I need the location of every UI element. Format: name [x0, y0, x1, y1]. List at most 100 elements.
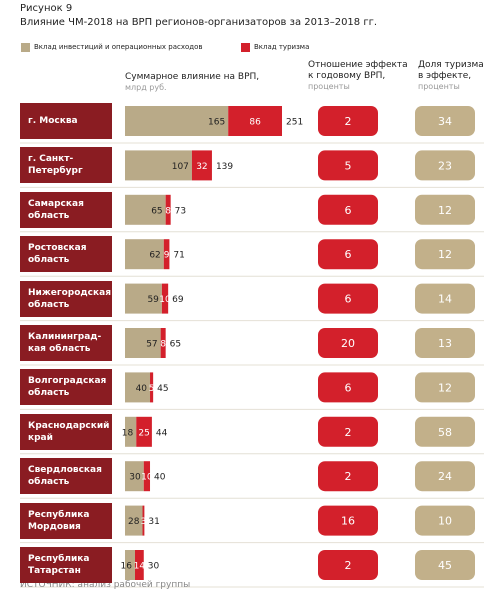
bar-value-label: 3 — [141, 517, 147, 527]
legend-swatch — [21, 43, 30, 52]
bar-value-label: 32 — [196, 162, 207, 172]
badge — [415, 328, 475, 358]
total-label: 31 — [148, 517, 159, 527]
badge-value: 5 — [345, 159, 352, 172]
category-label: г. Санкт- Петербург — [20, 147, 112, 184]
badge-value: 14 — [438, 293, 452, 306]
bar-segment — [125, 505, 143, 536]
badge-value: 16 — [341, 515, 355, 528]
bar-segment — [160, 328, 166, 358]
bar-value-label: 62 — [149, 251, 160, 261]
bar-value-label: 16 — [121, 562, 133, 572]
bar-segment — [125, 106, 229, 136]
bar-segment — [125, 328, 161, 358]
bar-segment — [135, 550, 144, 580]
bar-value-label: 40 — [136, 384, 148, 394]
total-label: 30 — [148, 562, 160, 572]
bar-value-label: 5 — [149, 384, 155, 394]
bar-segment — [163, 239, 170, 270]
badge-value: 2 — [345, 470, 352, 483]
total-label: 251 — [286, 118, 303, 128]
category-label: Свердловская область — [20, 458, 112, 495]
bar-value-label: 86 — [249, 118, 261, 128]
badge-value: 23 — [438, 159, 452, 172]
bar-segment — [191, 150, 212, 181]
badge-value: 2 — [345, 426, 352, 439]
badge-value: 6 — [345, 248, 352, 261]
badge — [318, 372, 378, 403]
badge-value: 12 — [438, 381, 452, 394]
badge-value: 2 — [345, 115, 352, 128]
bar-value-label: 9 — [164, 251, 170, 261]
bar-value-label: 10 — [141, 473, 153, 483]
total-label: 45 — [157, 384, 168, 394]
bar-value-label: 8 — [160, 340, 166, 350]
badge — [318, 239, 378, 270]
bar-segment — [125, 372, 151, 403]
bar-segment — [143, 461, 151, 492]
badge-value: 6 — [345, 204, 352, 217]
badge — [415, 150, 475, 181]
bar-value-label: 65 — [151, 206, 162, 216]
bar-value-label: 8 — [165, 206, 171, 216]
category-label: Республика Татарстан — [20, 547, 112, 583]
bar-value-label: 14 — [134, 562, 146, 572]
bar-segment — [125, 283, 162, 314]
badge — [318, 283, 378, 314]
bar-segment — [150, 372, 154, 403]
bar-segment — [125, 194, 166, 225]
column-title: Отношение эффекта к годовому ВРП, — [308, 60, 408, 81]
legend-swatch — [241, 43, 250, 52]
badge — [318, 328, 378, 358]
badge-value: 34 — [438, 115, 452, 128]
total-label: 139 — [216, 162, 233, 172]
bar-value-label: 57 — [146, 340, 157, 350]
total-label: 71 — [173, 251, 184, 261]
total-label: 69 — [172, 295, 184, 305]
total-label: 40 — [154, 473, 166, 483]
badge-value: 20 — [341, 337, 355, 350]
badge — [415, 505, 475, 536]
badge — [318, 461, 378, 492]
column-unit: проценты — [418, 82, 460, 91]
bar-value-label: 10 — [159, 295, 171, 305]
badge — [318, 550, 378, 580]
bar-segment — [228, 106, 282, 136]
bar-value-label: 30 — [129, 473, 141, 483]
bar-segment — [125, 239, 164, 270]
badge-value: 2 — [345, 559, 352, 572]
badge — [318, 416, 378, 447]
badge-value: 12 — [438, 204, 452, 217]
badge-value: 10 — [438, 515, 452, 528]
axis-label: Суммарное влияние на ВРП, — [125, 72, 260, 82]
column-title: Доля туризма в эффекте, — [418, 60, 484, 81]
total-label: 44 — [156, 428, 168, 438]
category-label: Нижегородская область — [20, 280, 112, 317]
figure-label: Рисунок 9 — [20, 3, 73, 14]
bar-segment — [165, 194, 171, 225]
bar-segment — [125, 150, 192, 181]
badge-value: 6 — [345, 381, 352, 394]
badge-value: 24 — [438, 470, 452, 483]
category-label: Республика Мордовия — [20, 502, 112, 539]
bar-segment — [125, 416, 137, 447]
legend-label: Вклад туризма — [254, 43, 310, 51]
badge — [318, 150, 378, 181]
badge — [318, 194, 378, 225]
badge-value: 13 — [438, 337, 452, 350]
bar-value-label: 165 — [208, 118, 225, 128]
badge — [318, 106, 378, 136]
axis-unit: млрд руб. — [125, 83, 167, 92]
bar-segment — [161, 283, 169, 314]
badge-value: 12 — [438, 248, 452, 261]
bar-value-label: 28 — [128, 517, 140, 527]
badge — [415, 106, 475, 136]
bar-segment — [125, 550, 136, 580]
total-label: 73 — [175, 206, 186, 216]
badge-value: 6 — [345, 293, 352, 306]
category-label: Самарская область — [20, 191, 112, 228]
source: ИСТОЧНИК: анализ рабочей группы — [20, 580, 191, 590]
total-label: 65 — [170, 340, 181, 350]
